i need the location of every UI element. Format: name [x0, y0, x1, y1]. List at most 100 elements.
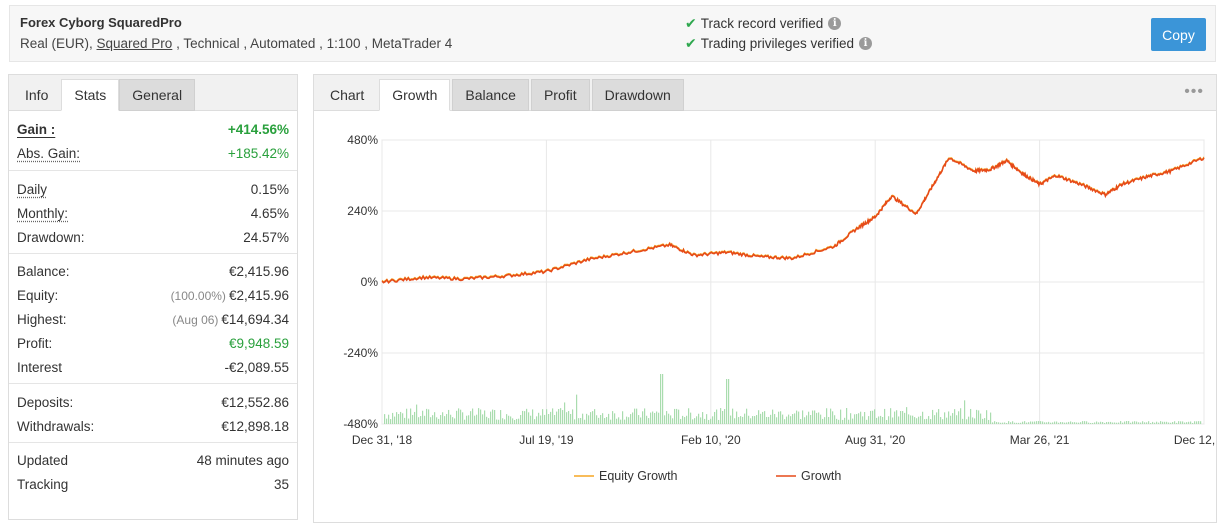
volume-bar	[1126, 421, 1128, 424]
tab-general[interactable]: General	[119, 79, 196, 111]
stat-label[interactable]: Gain :	[17, 121, 56, 137]
stat-hint: (Aug 06)	[172, 312, 219, 327]
volume-bar	[1032, 421, 1034, 424]
volume-bar	[506, 414, 508, 424]
volume-bar	[436, 417, 438, 424]
volume-bar	[1014, 422, 1016, 424]
volume-bar	[840, 409, 842, 424]
volume-bar	[1048, 421, 1050, 424]
volume-bar	[406, 408, 408, 424]
volume-bar	[758, 410, 760, 424]
volume-bar	[400, 411, 402, 424]
stat-highest: Highest: (Aug 06) €14,694.34	[17, 307, 289, 331]
meta-link-squared-pro[interactable]: Squared Pro	[96, 36, 173, 51]
volume-bar	[534, 419, 536, 424]
volume-bar	[846, 408, 848, 424]
volume-bar	[872, 410, 874, 424]
volume-bar	[1184, 422, 1186, 424]
volume-bar	[714, 411, 716, 424]
stats-tabs: Info Stats General	[9, 75, 297, 111]
tab-balance[interactable]: Balance	[452, 79, 529, 111]
volume-bar	[716, 409, 718, 424]
volume-bar	[644, 408, 646, 424]
volume-bar	[674, 408, 676, 424]
info-icon[interactable]: i	[859, 37, 873, 50]
volume-bar	[946, 417, 948, 424]
volume-bar	[938, 409, 940, 424]
info-icon[interactable]: i	[828, 17, 842, 30]
stat-hint: (100.00%)	[170, 288, 226, 303]
tab-info[interactable]: Info	[25, 87, 49, 103]
stat-deposits: Deposits: €12,552.86	[17, 390, 289, 414]
volume-bar	[1174, 421, 1176, 424]
volume-bar	[470, 411, 472, 424]
volume-bar	[936, 412, 938, 424]
copy-button[interactable]: Copy	[1151, 18, 1206, 51]
volume-bar	[1190, 421, 1192, 424]
volume-bar	[1170, 422, 1172, 424]
volume-bar	[444, 416, 446, 424]
volume-bar	[548, 414, 550, 424]
stat-value: €2,415.96	[228, 263, 289, 279]
volume-bar	[652, 411, 654, 424]
volume-bar	[728, 379, 730, 424]
track-record-verified: ✔ Track record verified i	[685, 15, 842, 32]
volume-bar	[474, 415, 476, 424]
volume-bar	[1124, 421, 1126, 424]
volume-bar	[844, 417, 846, 424]
volume-bar	[942, 419, 944, 424]
stat-label[interactable]: Abs. Gain:	[17, 145, 81, 161]
volume-bar	[768, 416, 770, 424]
series-line-growth	[381, 157, 1205, 284]
more-options-icon[interactable]: •••	[1184, 83, 1204, 100]
volume-bar	[704, 418, 706, 424]
volume-bar	[386, 418, 388, 424]
volume-bar	[1152, 421, 1154, 424]
volume-bar	[688, 408, 690, 424]
volume-bar	[1182, 421, 1184, 424]
volume-bar	[442, 412, 444, 424]
volume-bar	[926, 418, 928, 424]
volume-bar	[1024, 421, 1026, 424]
volume-bar	[918, 416, 920, 424]
volume-bar	[516, 418, 518, 424]
volume-bar	[740, 416, 742, 424]
volume-bar	[710, 418, 712, 424]
volume-bar	[706, 414, 708, 424]
volume-bar	[1058, 422, 1060, 424]
volume-bar	[778, 411, 780, 424]
divider	[9, 253, 297, 254]
volume-bar	[1026, 422, 1028, 424]
volume-bar	[990, 412, 992, 424]
volume-bar	[408, 418, 410, 424]
growth-chart: 480% 240% 0% -240% -480% Dec 31, '18 Jul 19, '…	[343, 133, 1216, 483]
x-tick-label: Aug 31, '20	[845, 433, 906, 447]
volume-bar	[642, 411, 644, 424]
volume-bar	[602, 413, 604, 424]
volume-bar	[842, 419, 844, 424]
stat-label: Tracking	[17, 476, 69, 492]
volume-bar	[1172, 422, 1174, 424]
tab-stats[interactable]: Stats	[61, 79, 120, 111]
tab-chart[interactable]: Chart	[330, 87, 365, 103]
tab-profit[interactable]: Profit	[530, 79, 590, 111]
volume-bar	[448, 409, 450, 424]
volume-bar	[464, 419, 466, 424]
tab-drawdown[interactable]: Drawdown	[591, 79, 684, 111]
volume-bar	[654, 412, 656, 424]
tab-growth[interactable]: Growth	[379, 79, 451, 111]
meta-prefix: Real (EUR),	[20, 36, 97, 51]
volume-bar	[462, 412, 464, 424]
volume-bar	[1102, 422, 1104, 424]
volume-bar	[702, 412, 704, 424]
volume-bar	[402, 413, 404, 424]
volume-bar	[956, 415, 958, 424]
volume-bar	[530, 415, 532, 424]
volume-bar	[1046, 422, 1048, 424]
stat-label[interactable]: Daily	[17, 181, 48, 197]
system-name: Forex Cyborg SquaredPro	[20, 15, 182, 30]
volume-bar	[982, 418, 984, 424]
stat-label[interactable]: Monthly:	[17, 205, 69, 221]
volume-bar	[880, 415, 882, 424]
volume-bar	[610, 419, 612, 424]
